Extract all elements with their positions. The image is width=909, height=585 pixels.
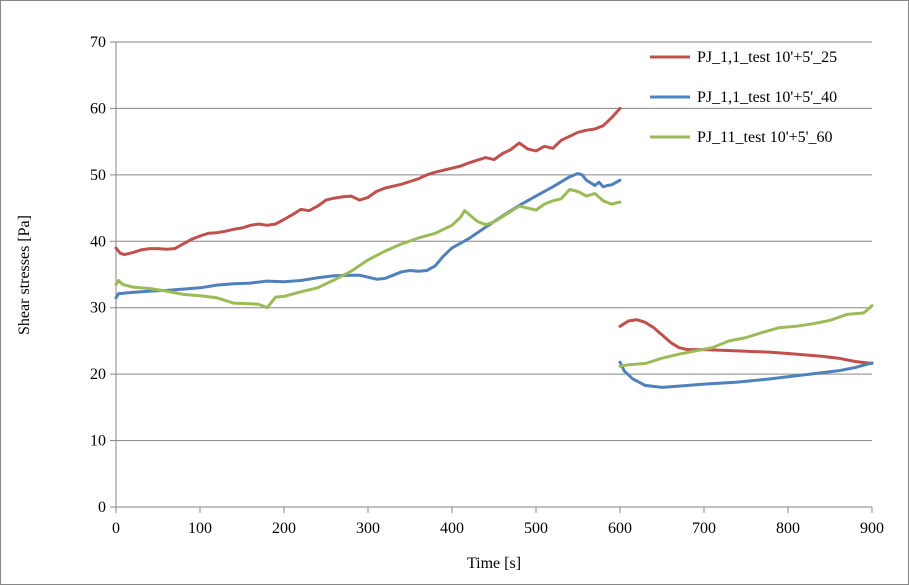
legend-label-1: PJ_1,1_test 10'+5'_25 [697,49,837,66]
x-tick-labels: 0 100 200 300 400 500 600 700 800 900 [112,520,884,537]
y-axis-label: Shear stresses [Pa] [16,215,33,335]
x-tick-label: 100 [188,520,212,537]
series-3-line-segment-1 [114,188,622,310]
series-1-line-segment-1 [114,106,622,257]
x-tick-label: 500 [524,520,548,537]
y-tick-label: 0 [98,499,106,516]
axes [115,42,873,513]
y-tick-labels: 0 10 20 30 40 50 60 70 [90,34,106,516]
legend: PJ_1,1_test 10'+5'_25 PJ_1,1_test 10'+5'_… [650,49,837,146]
x-tick-label: 200 [272,520,296,537]
x-tick-label: 400 [440,520,464,537]
series-1-line-segment-2 [618,318,874,365]
grid-lines [110,41,872,508]
series-lines [114,106,874,389]
y-tick-label: 30 [90,300,106,317]
y-tick-label: 10 [90,433,106,450]
y-tick-label: 20 [90,366,106,383]
y-tick-label: 40 [90,233,106,250]
x-tick-label: 800 [776,520,800,537]
y-tick-label: 70 [90,34,106,51]
series-2-line-segment-1 [114,172,622,300]
y-tick-label: 50 [90,167,106,184]
x-tick-label: 0 [112,520,120,537]
x-tick-label: 900 [860,520,884,537]
x-tick-label: 300 [356,520,380,537]
legend-label-2: PJ_1,1_test 10'+5'_40 [697,89,837,106]
y-tick-label: 60 [90,100,106,117]
x-tick-label: 700 [692,520,716,537]
x-tick-label: 600 [608,520,632,537]
series-2-line-segment-2 [618,360,874,389]
series-3-line-segment-2 [618,304,874,368]
x-axis-label: Time [s] [467,555,521,572]
legend-label-3: PJ_11_test 10'+5'_60 [697,129,833,146]
